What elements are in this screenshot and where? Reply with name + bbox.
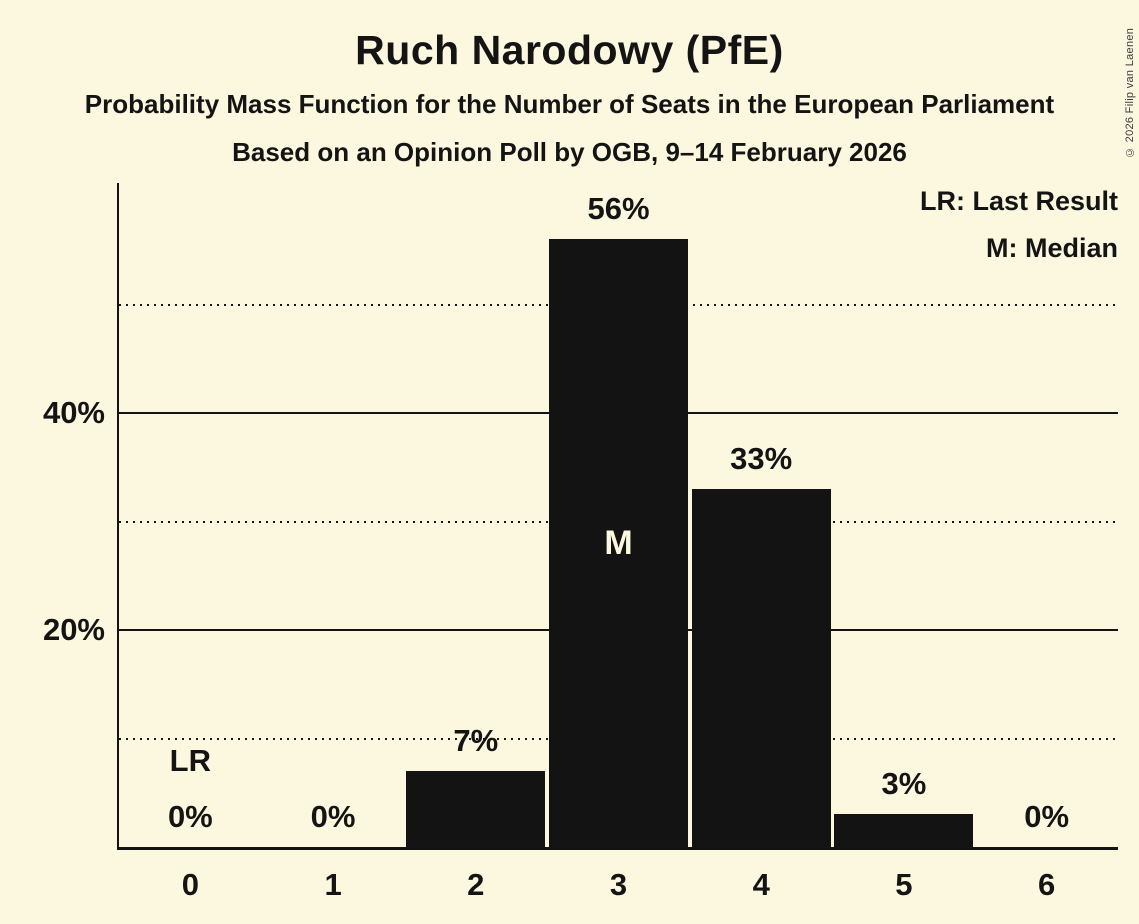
copyright-notice: © 2026 Filip van Laenen [1124,27,1136,158]
bar-seats-3 [549,239,688,847]
y-axis-line [117,183,119,850]
x-tick-label-3: 3 [609,867,628,902]
x-tick-label-2: 2 [467,867,485,902]
median-label: M [604,524,633,563]
x-tick-label-4: 4 [752,867,770,902]
chart-subtitle: Probability Mass Function for the Number… [84,89,1055,119]
x-axis-baseline [117,847,1118,850]
legend: LR: Last Result M: Median [920,178,1118,272]
bar-value-label-4: 33% [730,440,793,476]
bar-value-label-6: 0% [1024,799,1070,834]
chart-source-line: Based on an Opinion Poll by OGB, 9–14 Fe… [232,137,907,167]
plot-area: 0% LR 0% 7% 56% M 33% 3% 0% [117,183,1118,850]
y-axis-label-20: 20% [42,612,105,647]
bar-value-label-0: 0% [167,799,213,834]
bar-value-label-2: 7% [453,723,499,759]
x-tick-label-1: 1 [324,867,342,902]
x-tick-label-6: 6 [1038,867,1056,902]
legend-last-result: LR: Last Result [919,186,1118,216]
bar-value-label-3: 56% [587,191,650,227]
bar-seats-5 [834,814,974,847]
bar-seats-4 [691,488,831,847]
bar-value-label-1: 0% [310,799,356,834]
last-result-label: LR [169,743,211,778]
chart-title: Ruch Narodowy (PfE) [355,27,784,73]
bar-seats-2 [406,771,546,847]
bar-value-label-5: 3% [881,766,927,802]
legend-median: M: Median [986,233,1118,263]
y-axis-label-40: 40% [42,395,105,430]
x-tick-label-0: 0 [181,867,199,902]
x-tick-label-5: 5 [895,867,913,902]
